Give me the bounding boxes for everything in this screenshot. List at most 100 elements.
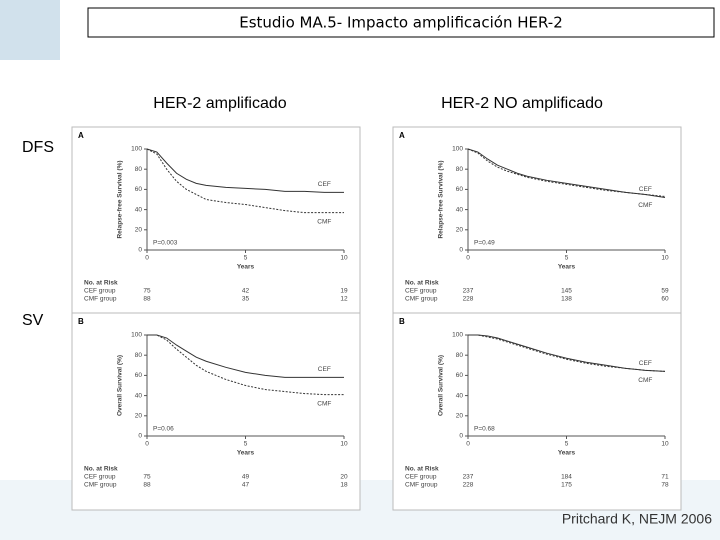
curve-label: CMF [638, 202, 652, 209]
curve-label: CEF [318, 366, 331, 373]
risk-count: 75 [143, 474, 151, 481]
x-tick-label: 10 [340, 255, 348, 262]
risk-count: 88 [143, 296, 151, 303]
risk-row-name: CMF group [405, 296, 438, 303]
x-tick-label: 10 [661, 441, 669, 448]
y-tick-label: 0 [138, 433, 142, 440]
risk-count: 237 [463, 288, 474, 295]
row-label: SV [22, 312, 44, 329]
risk-count: 145 [561, 288, 572, 295]
risk-count: 228 [463, 482, 474, 489]
y-tick-label: 20 [135, 413, 143, 420]
risk-table-title: No. at Risk [405, 280, 439, 287]
risk-row-name: CMF group [84, 296, 117, 303]
risk-count: 18 [340, 482, 348, 489]
x-axis-label: Years [237, 450, 255, 457]
risk-count: 47 [242, 482, 250, 489]
y-tick-label: 0 [138, 247, 142, 254]
slide-title: Estudio MA.5- Impacto amplificación HER-… [239, 14, 563, 32]
survival-curve [467, 148, 666, 197]
survival-curve [147, 334, 344, 396]
curve-label: CEF [318, 181, 331, 188]
risk-count: 75 [143, 288, 151, 295]
survival-curve [146, 148, 344, 193]
curve-label: CMF [317, 400, 331, 407]
risk-count: 138 [561, 296, 572, 303]
y-tick-label: 60 [456, 186, 464, 193]
corner-decoration [0, 0, 60, 60]
panel-letter: A [78, 131, 84, 140]
y-tick-label: 80 [135, 166, 143, 173]
x-tick-label: 0 [145, 255, 149, 262]
p-value: P=0.06 [153, 426, 174, 433]
risk-row-name: CMF group [405, 482, 438, 489]
risk-count: 88 [143, 482, 151, 489]
risk-table-title: No. at Risk [84, 466, 118, 473]
survival-curve [468, 334, 666, 372]
risk-table-title: No. at Risk [84, 280, 118, 287]
x-tick-label: 5 [565, 255, 569, 262]
y-tick-label: 40 [456, 392, 464, 399]
y-tick-label: 0 [459, 247, 463, 254]
risk-count: 49 [242, 474, 250, 481]
p-value: P=0.68 [474, 426, 495, 433]
y-tick-label: 60 [135, 372, 143, 379]
risk-count: 228 [463, 296, 474, 303]
risk-count: 19 [340, 288, 348, 295]
risk-row-name: CEF group [405, 288, 437, 295]
risk-count: 59 [661, 288, 669, 295]
x-axis-label: Years [558, 450, 576, 457]
x-axis-label: Years [237, 264, 255, 271]
x-tick-label: 5 [244, 255, 248, 262]
risk-row-name: CEF group [84, 474, 116, 481]
y-axis-label: Overall Survival (%) [117, 355, 124, 416]
y-tick-label: 80 [456, 166, 464, 173]
chart-panel [392, 312, 682, 511]
risk-table-title: No. at Risk [405, 466, 439, 473]
citation: Pritchard K, NEJM 2006 [562, 511, 712, 527]
title-box [87, 7, 715, 38]
curve-label: CMF [317, 218, 331, 225]
y-tick-label: 20 [456, 227, 464, 234]
x-tick-label: 0 [466, 441, 470, 448]
chart-panel [71, 126, 361, 314]
y-axis-label: Relapse-free Survival (%) [438, 160, 445, 238]
row-label: DFS [22, 139, 54, 156]
y-tick-label: 60 [456, 372, 464, 379]
y-tick-label: 60 [135, 186, 143, 193]
chart-panel [392, 126, 682, 314]
survival-curve [146, 148, 344, 214]
curve-label: CEF [639, 186, 652, 193]
y-tick-label: 40 [135, 392, 143, 399]
panel-letter: B [78, 317, 84, 326]
risk-count: 12 [340, 296, 348, 303]
risk-row-name: CEF group [84, 288, 116, 295]
risk-count: 42 [242, 288, 250, 295]
y-tick-label: 40 [135, 206, 143, 213]
risk-row-name: CMF group [84, 482, 117, 489]
y-axis-label: Overall Survival (%) [438, 355, 445, 416]
risk-count: 78 [661, 482, 669, 489]
column-label: HER-2 amplificado [153, 95, 286, 112]
y-tick-label: 0 [459, 433, 463, 440]
x-tick-label: 0 [145, 441, 149, 448]
p-value: P=0.003 [153, 240, 178, 247]
x-tick-label: 5 [244, 441, 248, 448]
y-axis-label: Relapse-free Survival (%) [117, 160, 124, 238]
risk-count: 237 [463, 474, 474, 481]
risk-count: 60 [661, 296, 669, 303]
y-tick-label: 40 [456, 206, 464, 213]
risk-count: 35 [242, 296, 250, 303]
risk-row-name: CEF group [405, 474, 437, 481]
risk-count: 20 [340, 474, 348, 481]
x-tick-label: 0 [466, 255, 470, 262]
y-tick-label: 20 [456, 413, 464, 420]
panel-letter: B [399, 317, 405, 326]
y-tick-label: 100 [452, 332, 463, 339]
y-tick-label: 80 [135, 352, 143, 359]
chart-panel [71, 312, 361, 511]
column-label: HER-2 NO amplificado [441, 95, 603, 112]
x-tick-label: 10 [661, 255, 669, 262]
